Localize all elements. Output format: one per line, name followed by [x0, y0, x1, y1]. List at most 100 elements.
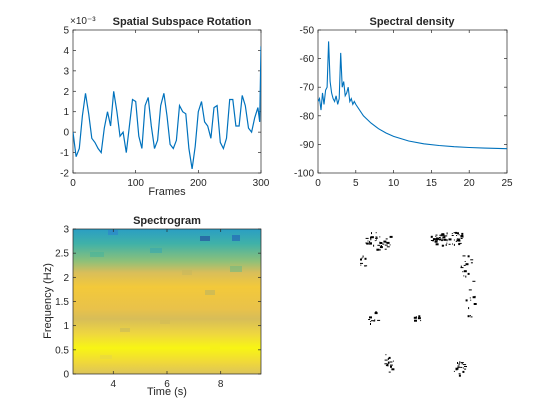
mask-pixel — [367, 240, 369, 242]
mask-pixel — [442, 236, 446, 239]
ssr-xtick-label: 100 — [127, 178, 144, 189]
mask-pixel — [435, 243, 439, 246]
spectrogram-ytick-label: 1.5 — [55, 297, 69, 308]
mask-pixel — [460, 265, 462, 268]
mask-pixel — [460, 236, 462, 238]
ssr-ytick-label: 2 — [63, 87, 69, 98]
mask-pixel — [438, 237, 441, 238]
mask-pixel — [457, 238, 460, 240]
mask-pixel — [371, 232, 372, 235]
mask-pixel — [470, 299, 472, 301]
mask-pixel — [467, 272, 470, 275]
spectrogram-ytick-label: 1 — [63, 321, 69, 332]
mask-pixel — [459, 361, 461, 364]
mask-pixel — [448, 243, 451, 245]
mask-pixel — [462, 367, 464, 369]
mask-pixel — [465, 366, 467, 368]
psd-series-line — [318, 41, 507, 150]
mask-pixel — [460, 235, 464, 237]
spectrogram-xlabel: Time (s) — [147, 386, 187, 398]
mask-pixel — [371, 320, 374, 322]
mask-pixel — [369, 316, 372, 319]
mask-pixel — [456, 238, 458, 240]
mask-pixel — [472, 296, 476, 299]
mask-pixel — [446, 232, 448, 235]
mask-pixel — [375, 311, 378, 314]
mask-pixel — [470, 316, 473, 318]
mask-pixel — [446, 239, 448, 242]
mask-pixel — [413, 316, 417, 319]
mask-pixel — [474, 295, 476, 297]
mask-pixel — [392, 360, 394, 362]
mask-pixel — [385, 242, 387, 244]
mask-pixel — [435, 234, 438, 236]
mask-pixel — [370, 242, 372, 245]
ssr-xtick-label: 300 — [253, 178, 270, 189]
mask-pixel — [370, 236, 371, 239]
mask-pixel — [464, 366, 467, 367]
mask-pixel — [414, 319, 417, 322]
mask-pixel — [374, 240, 376, 242]
mask-pixel — [457, 232, 459, 235]
mask-pixel — [386, 241, 390, 244]
mask-pixel — [364, 265, 368, 267]
mask-pixel — [379, 236, 381, 238]
ssr-ytick-label: 3 — [63, 66, 69, 77]
mask-pixel — [472, 280, 476, 282]
mask-pixel — [462, 271, 464, 273]
psd-ytick-label: -80 — [300, 111, 315, 122]
mask-pixel — [360, 258, 362, 261]
ssr-series-line — [73, 46, 261, 169]
mask-pixel — [451, 233, 453, 235]
mask-pixel — [461, 236, 464, 238]
ssr-ticks: 0 100 200 300 -2 -1 0 1 2 3 4 5 — [60, 26, 270, 190]
mask-pixel — [441, 240, 443, 242]
mask-pixel — [379, 242, 383, 244]
mask-pixel — [434, 240, 438, 243]
mask-pixel — [455, 231, 458, 234]
spectrogram-ytick-label: 0 — [63, 370, 69, 381]
mask-pixel — [462, 255, 466, 257]
mask-pixel — [444, 235, 448, 237]
mask-pixel — [384, 363, 388, 365]
mask-pixel — [460, 366, 463, 368]
mask-pixel — [464, 261, 466, 262]
mask-pixel — [388, 371, 391, 373]
spectrogram-texture — [90, 230, 242, 359]
mask-pixel — [387, 365, 389, 367]
mask-pixel — [467, 255, 470, 258]
mask-pixel — [361, 257, 363, 259]
mask-pixel — [376, 249, 378, 251]
mask-pixel — [435, 235, 437, 237]
mask-pixel — [458, 363, 460, 366]
mask-pixel — [465, 263, 469, 266]
spectrogram-xtick-label: 8 — [218, 379, 224, 390]
mask-pixel — [386, 246, 390, 248]
psd-axes-box — [317, 29, 508, 174]
mask-pixel — [436, 237, 439, 240]
mask-pixel — [377, 244, 381, 246]
mask-pixel — [445, 244, 447, 246]
mask-pixel — [368, 319, 371, 320]
mask-pixel — [439, 238, 441, 241]
mask-pixel — [432, 240, 435, 242]
mask-pixel — [469, 315, 471, 317]
mask-pixel — [441, 233, 445, 236]
mask-pixel — [460, 267, 464, 269]
psd-xtick-label: 10 — [388, 178, 400, 189]
mask-pixel — [430, 236, 432, 238]
psd-ticks: 0 5 10 15 20 25 -100 -90 -80 -70 -60 -50 — [294, 26, 513, 190]
mask-pixel — [370, 238, 372, 241]
mask-pixel — [389, 235, 393, 238]
mask-pixel — [456, 235, 458, 236]
mask-pixel — [384, 248, 387, 250]
psd-title: Spectral density — [370, 16, 456, 28]
spectrogram-xtick-label: 6 — [164, 379, 170, 390]
mask-pixel — [365, 242, 368, 244]
mask-pixel — [385, 238, 388, 240]
mask-pixel — [451, 235, 454, 236]
mask-pixel — [441, 244, 444, 247]
mask-pixel — [453, 232, 456, 234]
mask-pixel — [381, 245, 382, 248]
